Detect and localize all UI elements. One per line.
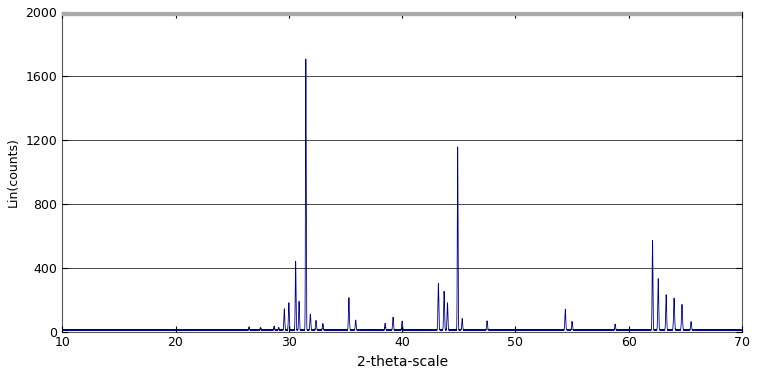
X-axis label: 2-theta-scale: 2-theta-scale	[357, 355, 447, 369]
Y-axis label: Lin(counts): Lin(counts)	[7, 137, 20, 207]
Bar	[62, 12, 742, 15]
